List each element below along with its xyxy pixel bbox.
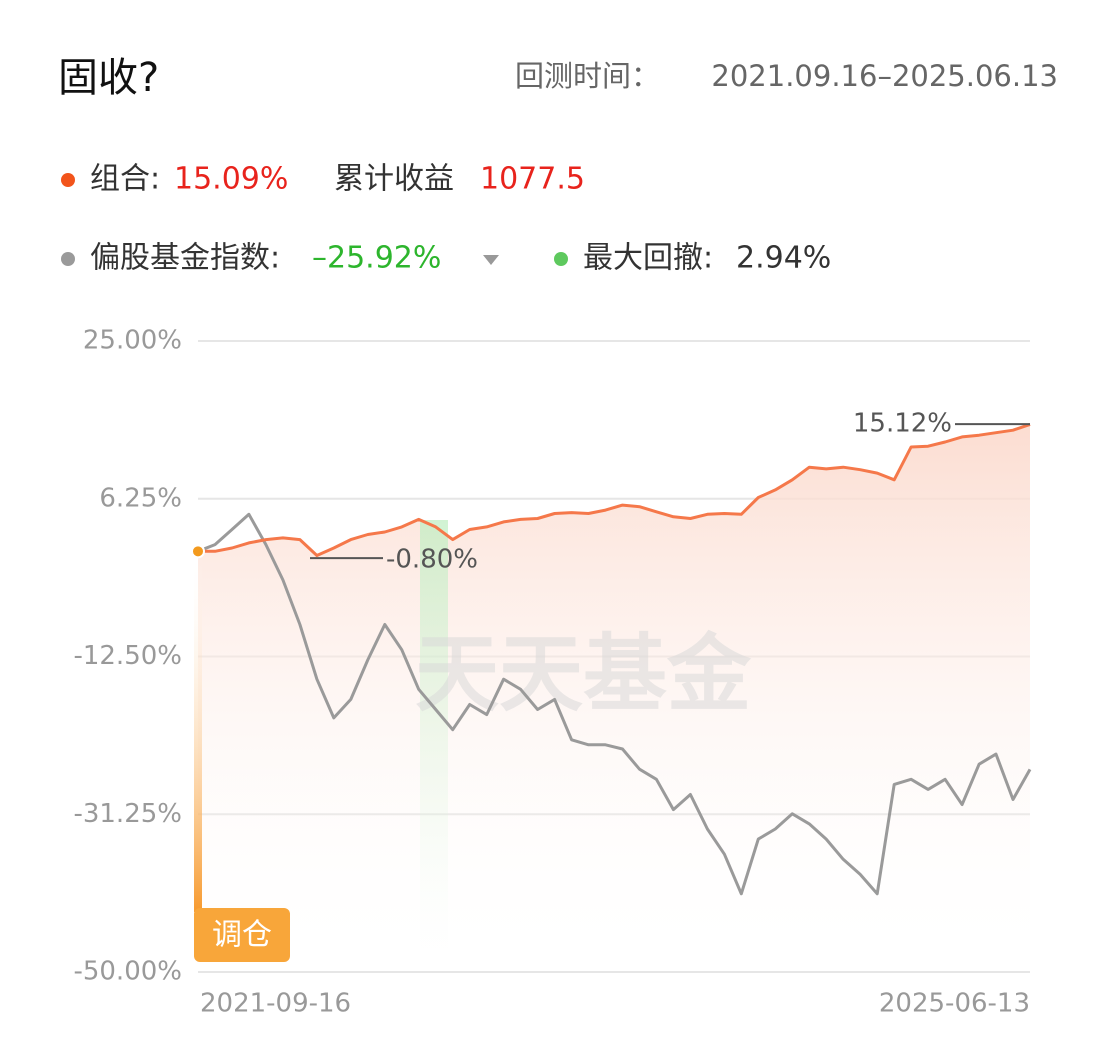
- dropdown-arrow[interactable]: [483, 255, 499, 265]
- legend-label: 累计收益: [334, 162, 454, 197]
- y-tick-label: 6.25%: [99, 483, 182, 513]
- period: 2021.09.16–2025.06.13: [711, 59, 1058, 93]
- legend-value: 2.94%: [736, 241, 831, 276]
- legend-value: 1077.5: [480, 162, 585, 197]
- series-line: [197, 512, 1032, 896]
- legend-label: 最大回撤:: [583, 241, 713, 276]
- rebalance-bar: [194, 552, 202, 912]
- x-tick-label: 2025-06-13: [879, 989, 1030, 1019]
- legend-dot: [61, 173, 75, 187]
- drawdown-band: [420, 520, 448, 950]
- y-tick-label: -31.25%: [73, 799, 182, 829]
- legend-value: 15.09%: [174, 162, 288, 197]
- legend-dot: [61, 252, 75, 266]
- legend-label: 偏股基金指数:: [90, 241, 280, 276]
- legend-dot: [554, 252, 568, 266]
- x-tick-label: 2021-09-16: [200, 989, 351, 1019]
- title: 固收?: [58, 55, 159, 101]
- badge[interactable]: [194, 908, 290, 962]
- legend-label: 组合:: [90, 162, 160, 197]
- y-tick-label: 25.00%: [83, 326, 182, 356]
- legend-value: –25.92%: [312, 241, 441, 276]
- annotation-label: 15.12%: [853, 409, 952, 439]
- series-line: [198, 422, 1031, 557]
- y-tick-label: -50.00%: [73, 957, 182, 987]
- annotation-label: -0.80%: [386, 545, 478, 575]
- period-label: 回测时间：: [515, 59, 660, 93]
- badge-text[interactable]: 调仓: [212, 918, 272, 953]
- y-tick-label: -12.50%: [73, 641, 182, 671]
- start-point: [191, 544, 205, 559]
